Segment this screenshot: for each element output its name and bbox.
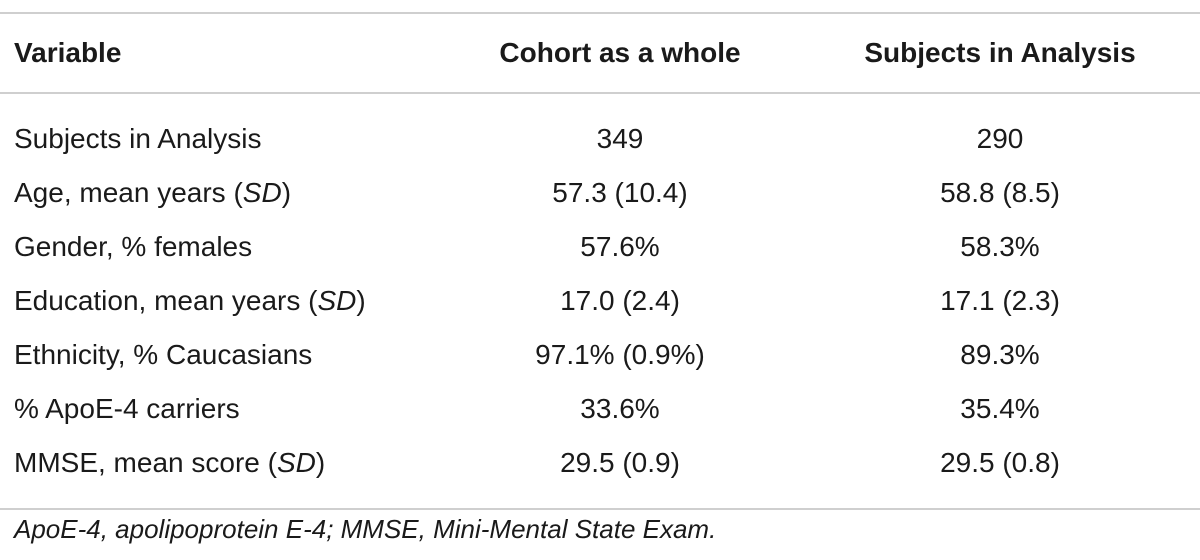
cell-subjects: 58.8 (8.5) bbox=[940, 177, 1060, 208]
cell-cohort: 29.5 (0.9) bbox=[560, 447, 680, 478]
table-row: MMSE, mean score (SD) 29.5 (0.9) 29.5 (0… bbox=[0, 436, 1200, 490]
cell-subjects: 58.3% bbox=[960, 231, 1040, 262]
cell-cohort: 97.1% (0.9%) bbox=[535, 339, 705, 370]
table-row: % ApoE-4 carriers 33.6% 35.4% bbox=[0, 382, 1200, 436]
header-subjects: Subjects in Analysis bbox=[864, 37, 1136, 68]
table-top-rule bbox=[0, 12, 1200, 14]
header-variable: Variable bbox=[14, 37, 122, 68]
cell-subjects: 35.4% bbox=[960, 393, 1040, 424]
cell-variable: % ApoE-4 carriers bbox=[14, 393, 240, 424]
cell-variable: MMSE, mean score (SD) bbox=[14, 447, 326, 478]
cell-subjects: 89.3% bbox=[960, 339, 1040, 370]
table-row: Gender, % females 57.6% 58.3% bbox=[0, 220, 1200, 274]
cell-variable: Gender, % females bbox=[14, 231, 253, 262]
cell-subjects: 29.5 (0.8) bbox=[940, 447, 1060, 478]
table-bottom-rule bbox=[0, 508, 1200, 510]
table-header-row: Variable Cohort as a whole Subjects in A… bbox=[0, 14, 1200, 92]
cell-variable: Ethnicity, % Caucasians bbox=[14, 339, 313, 370]
cell-variable: Education, mean years (SD) bbox=[14, 285, 366, 316]
table-footnote: ApoE-4, apolipoprotein E-4; MMSE, Mini-M… bbox=[14, 514, 717, 544]
table-header-rule bbox=[0, 92, 1200, 94]
table-row: Age, mean years (SD) 57.3 (10.4) 58.8 (8… bbox=[0, 166, 1200, 220]
cell-variable: Subjects in Analysis bbox=[14, 123, 262, 154]
cell-cohort: 57.6% bbox=[580, 231, 660, 262]
cell-cohort: 33.6% bbox=[580, 393, 660, 424]
table-row: Education, mean years (SD) 17.0 (2.4) 17… bbox=[0, 274, 1200, 328]
cell-cohort: 349 bbox=[596, 123, 644, 154]
demographics-table: Variable Cohort as a whole Subjects in A… bbox=[0, 12, 1200, 510]
cell-cohort: 57.3 (10.4) bbox=[552, 177, 688, 208]
header-cohort: Cohort as a whole bbox=[499, 37, 741, 68]
cell-variable: Age, mean years (SD) bbox=[14, 177, 292, 208]
cell-subjects: 290 bbox=[976, 123, 1024, 154]
table-row: Ethnicity, % Caucasians 97.1% (0.9%) 89.… bbox=[0, 328, 1200, 382]
cell-cohort: 17.0 (2.4) bbox=[560, 285, 680, 316]
table-row: Subjects in Analysis 349 290 bbox=[0, 112, 1200, 166]
table-body: Subjects in Analysis 349 290 Age, mean y… bbox=[0, 94, 1200, 508]
cell-subjects: 17.1 (2.3) bbox=[940, 285, 1060, 316]
